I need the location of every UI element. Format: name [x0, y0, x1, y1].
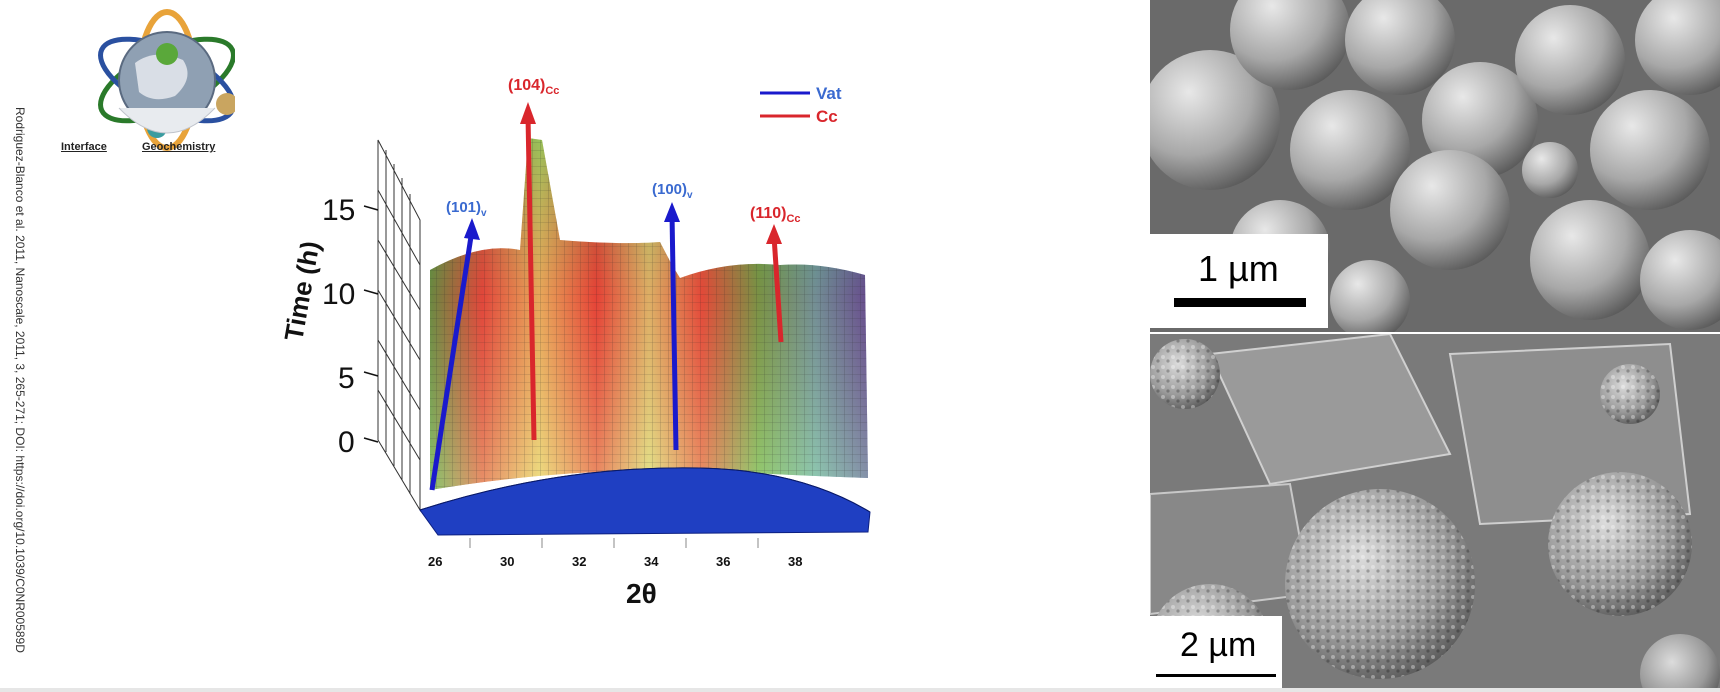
x-tick: 30: [500, 554, 514, 569]
peak-label-104: (104)Cc: [508, 77, 559, 97]
y-tick: 0: [338, 426, 355, 459]
peak-arrow-101: [429, 218, 480, 491]
scale-bar-line-bottom: [1156, 674, 1276, 677]
peak-arrow-110: [766, 224, 784, 343]
scale-bar-label-top: 1 µm: [1198, 248, 1279, 289]
y-tick: 5: [338, 362, 355, 395]
citation-text: Rodriguez-Blanco et al. 2011, Nanoscale,…: [13, 107, 27, 653]
peak-arrow-100: [664, 202, 680, 451]
scale-bar-line-top: [1174, 298, 1306, 307]
scale-bar-box-bottom: 2 µm: [1150, 616, 1282, 692]
y-tick: 15: [322, 194, 355, 227]
x-tick: 38: [788, 554, 802, 569]
x-tick: 36: [716, 554, 730, 569]
sem-spheres-bottom-icon: [1150, 334, 1720, 692]
legend-label-vat: Vat: [816, 84, 842, 103]
bottom-strip: [0, 688, 1720, 692]
peak-label-100: (100)v: [652, 181, 693, 201]
sem-image-bottom: 2 µm: [1150, 334, 1720, 692]
x-tick: 26: [428, 554, 442, 569]
back-wall-grid: [377, 139, 421, 512]
scale-bar-box-top: 1 µm: [1150, 234, 1328, 328]
peak-arrow-104: [520, 102, 537, 441]
x-tick: 32: [572, 554, 586, 569]
globe-orbit-logo-icon: [98, 9, 238, 151]
sem-spheres-top-icon: [1150, 0, 1720, 332]
xrd-surface-chart: (101)v (104)Cc (100)v (110)Cc Vat Cc 15 …: [278, 77, 871, 609]
legend-label-cc: Cc: [816, 107, 838, 126]
peak-label-110: (110)Cc: [750, 205, 801, 225]
y-tick: 10: [322, 278, 355, 311]
y-axis-label: Time (h): [278, 239, 325, 343]
logo-label-geochemistry: Geochemistry: [142, 141, 216, 153]
scale-bar-label-bottom: 2 µm: [1180, 626, 1257, 664]
logo: Interface Geochemistry: [55, 8, 238, 168]
legend: Vat Cc: [760, 84, 842, 126]
peak-label-101: (101)v: [446, 199, 487, 219]
x-tick: 34: [644, 554, 659, 569]
sem-image-top: 1 µm: [1150, 0, 1720, 332]
x-axis-label: 2θ: [626, 578, 657, 609]
logo-label-interface: Interface: [61, 141, 107, 153]
